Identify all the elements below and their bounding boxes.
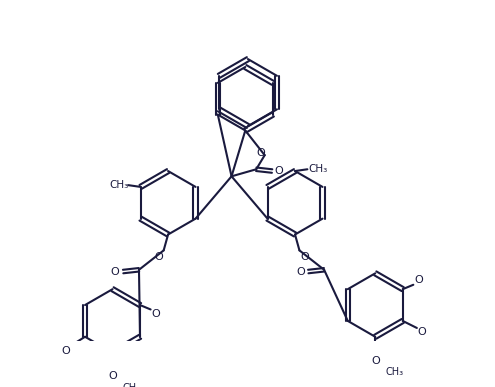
Text: O: O [275, 166, 284, 176]
Text: CH₃: CH₃ [110, 180, 129, 190]
Text: O: O [111, 267, 120, 277]
Text: CH₃: CH₃ [386, 367, 404, 377]
Text: O: O [108, 372, 117, 382]
Text: O: O [151, 309, 160, 319]
Text: O: O [371, 356, 380, 366]
Text: O: O [300, 252, 309, 262]
Text: O: O [154, 252, 163, 262]
Text: CH₃: CH₃ [308, 164, 328, 174]
Text: O: O [418, 327, 427, 337]
Text: O: O [61, 346, 70, 356]
Text: O: O [296, 267, 305, 277]
Text: O: O [256, 147, 265, 158]
Text: CH₃: CH₃ [123, 383, 141, 387]
Text: O: O [414, 276, 423, 285]
